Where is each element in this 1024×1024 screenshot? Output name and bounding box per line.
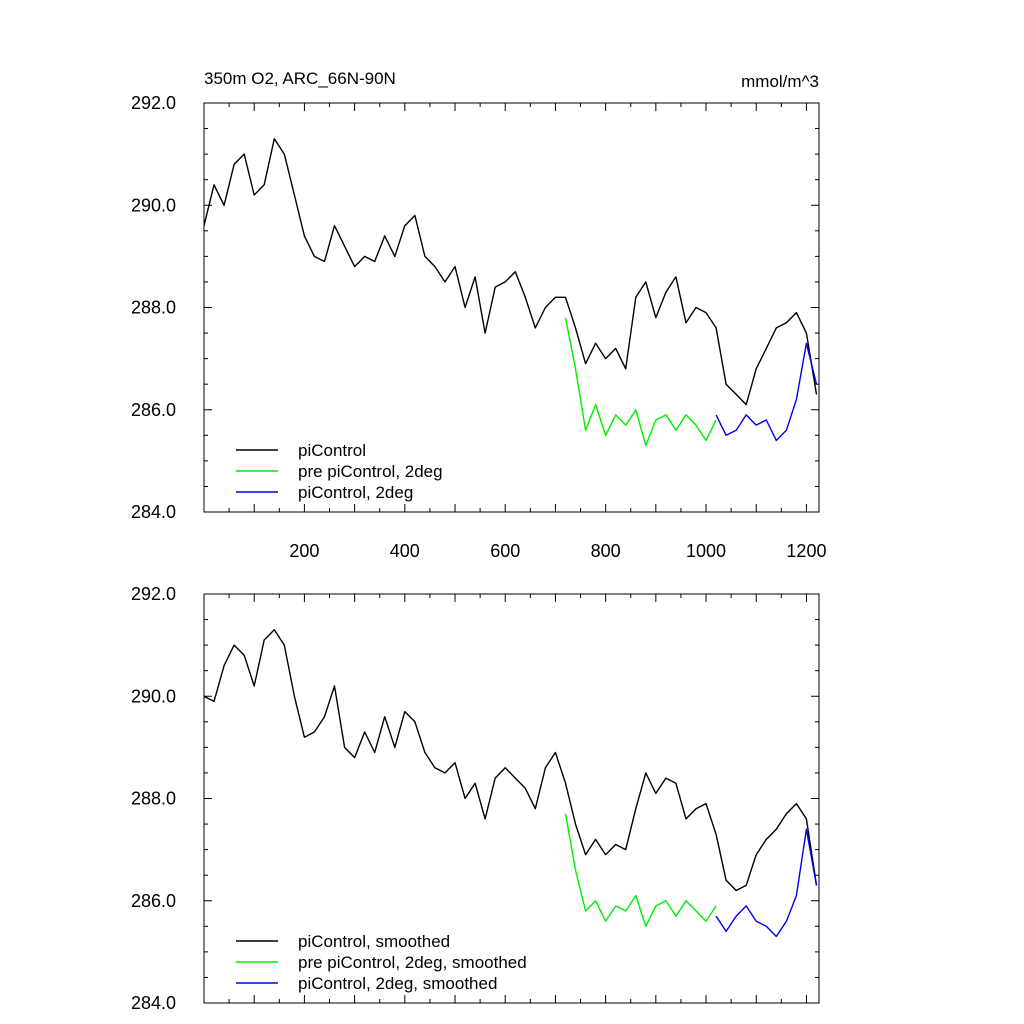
legend-label: piControl [298,441,366,460]
y-tick-label: 290.0 [131,686,176,706]
y-tick-label: 284.0 [131,993,176,1013]
series-group [204,138,818,447]
series-line-pre-picontrol-2deg [564,317,717,447]
legend-label: pre piControl, 2deg [298,462,443,481]
top-panel-units: mmol/m^3 [741,72,819,91]
series-group [204,629,818,938]
x-tick-label: 600 [490,541,520,561]
y-tick-label: 290.0 [131,195,176,215]
top-panel: 350m O2, ARC_66N-90N mmol/m^3 284.0 286.0… [131,69,827,561]
series-line-pre-picontrol-2deg-smoothed [564,813,717,927]
x-tick-label: 800 [591,541,621,561]
series-line-picontrol [204,138,818,406]
x-tick-label: 400 [390,541,420,561]
y-tick-label: 286.0 [131,400,176,420]
x-tick-label: 1000 [686,541,726,561]
y-tick-label: 292.0 [131,584,176,604]
x-tick-label: 200 [289,541,319,561]
y-tick-label: 286.0 [131,891,176,911]
series-line-picontrol-2deg-smoothed [715,828,818,938]
x-tick-label: 1200 [786,541,826,561]
bottom-panel: 284.0 286.0 288.0 290.0 292.0 piControl, smoo… [131,584,820,1013]
legend-label: piControl, 2deg [298,483,413,502]
y-tick-label: 292.0 [131,93,176,113]
legend-label: piControl, smoothed [298,932,450,951]
series-line-picontrol-2deg [715,342,818,442]
legend-label: pre piControl, 2deg, smoothed [298,953,527,972]
y-tick-label: 288.0 [131,298,176,318]
series-line-picontrol-smoothed [204,629,818,892]
y-tick-label: 288.0 [131,789,176,809]
y-tick-label: 284.0 [131,502,176,522]
legend: piControl, smoothed pre piControl, 2deg, … [236,932,527,993]
top-panel-title: 350m O2, ARC_66N-90N [204,69,396,88]
legend: piControl pre piControl, 2deg piControl, 2… [236,441,443,502]
legend-label: piControl, 2deg, smoothed [298,974,497,993]
